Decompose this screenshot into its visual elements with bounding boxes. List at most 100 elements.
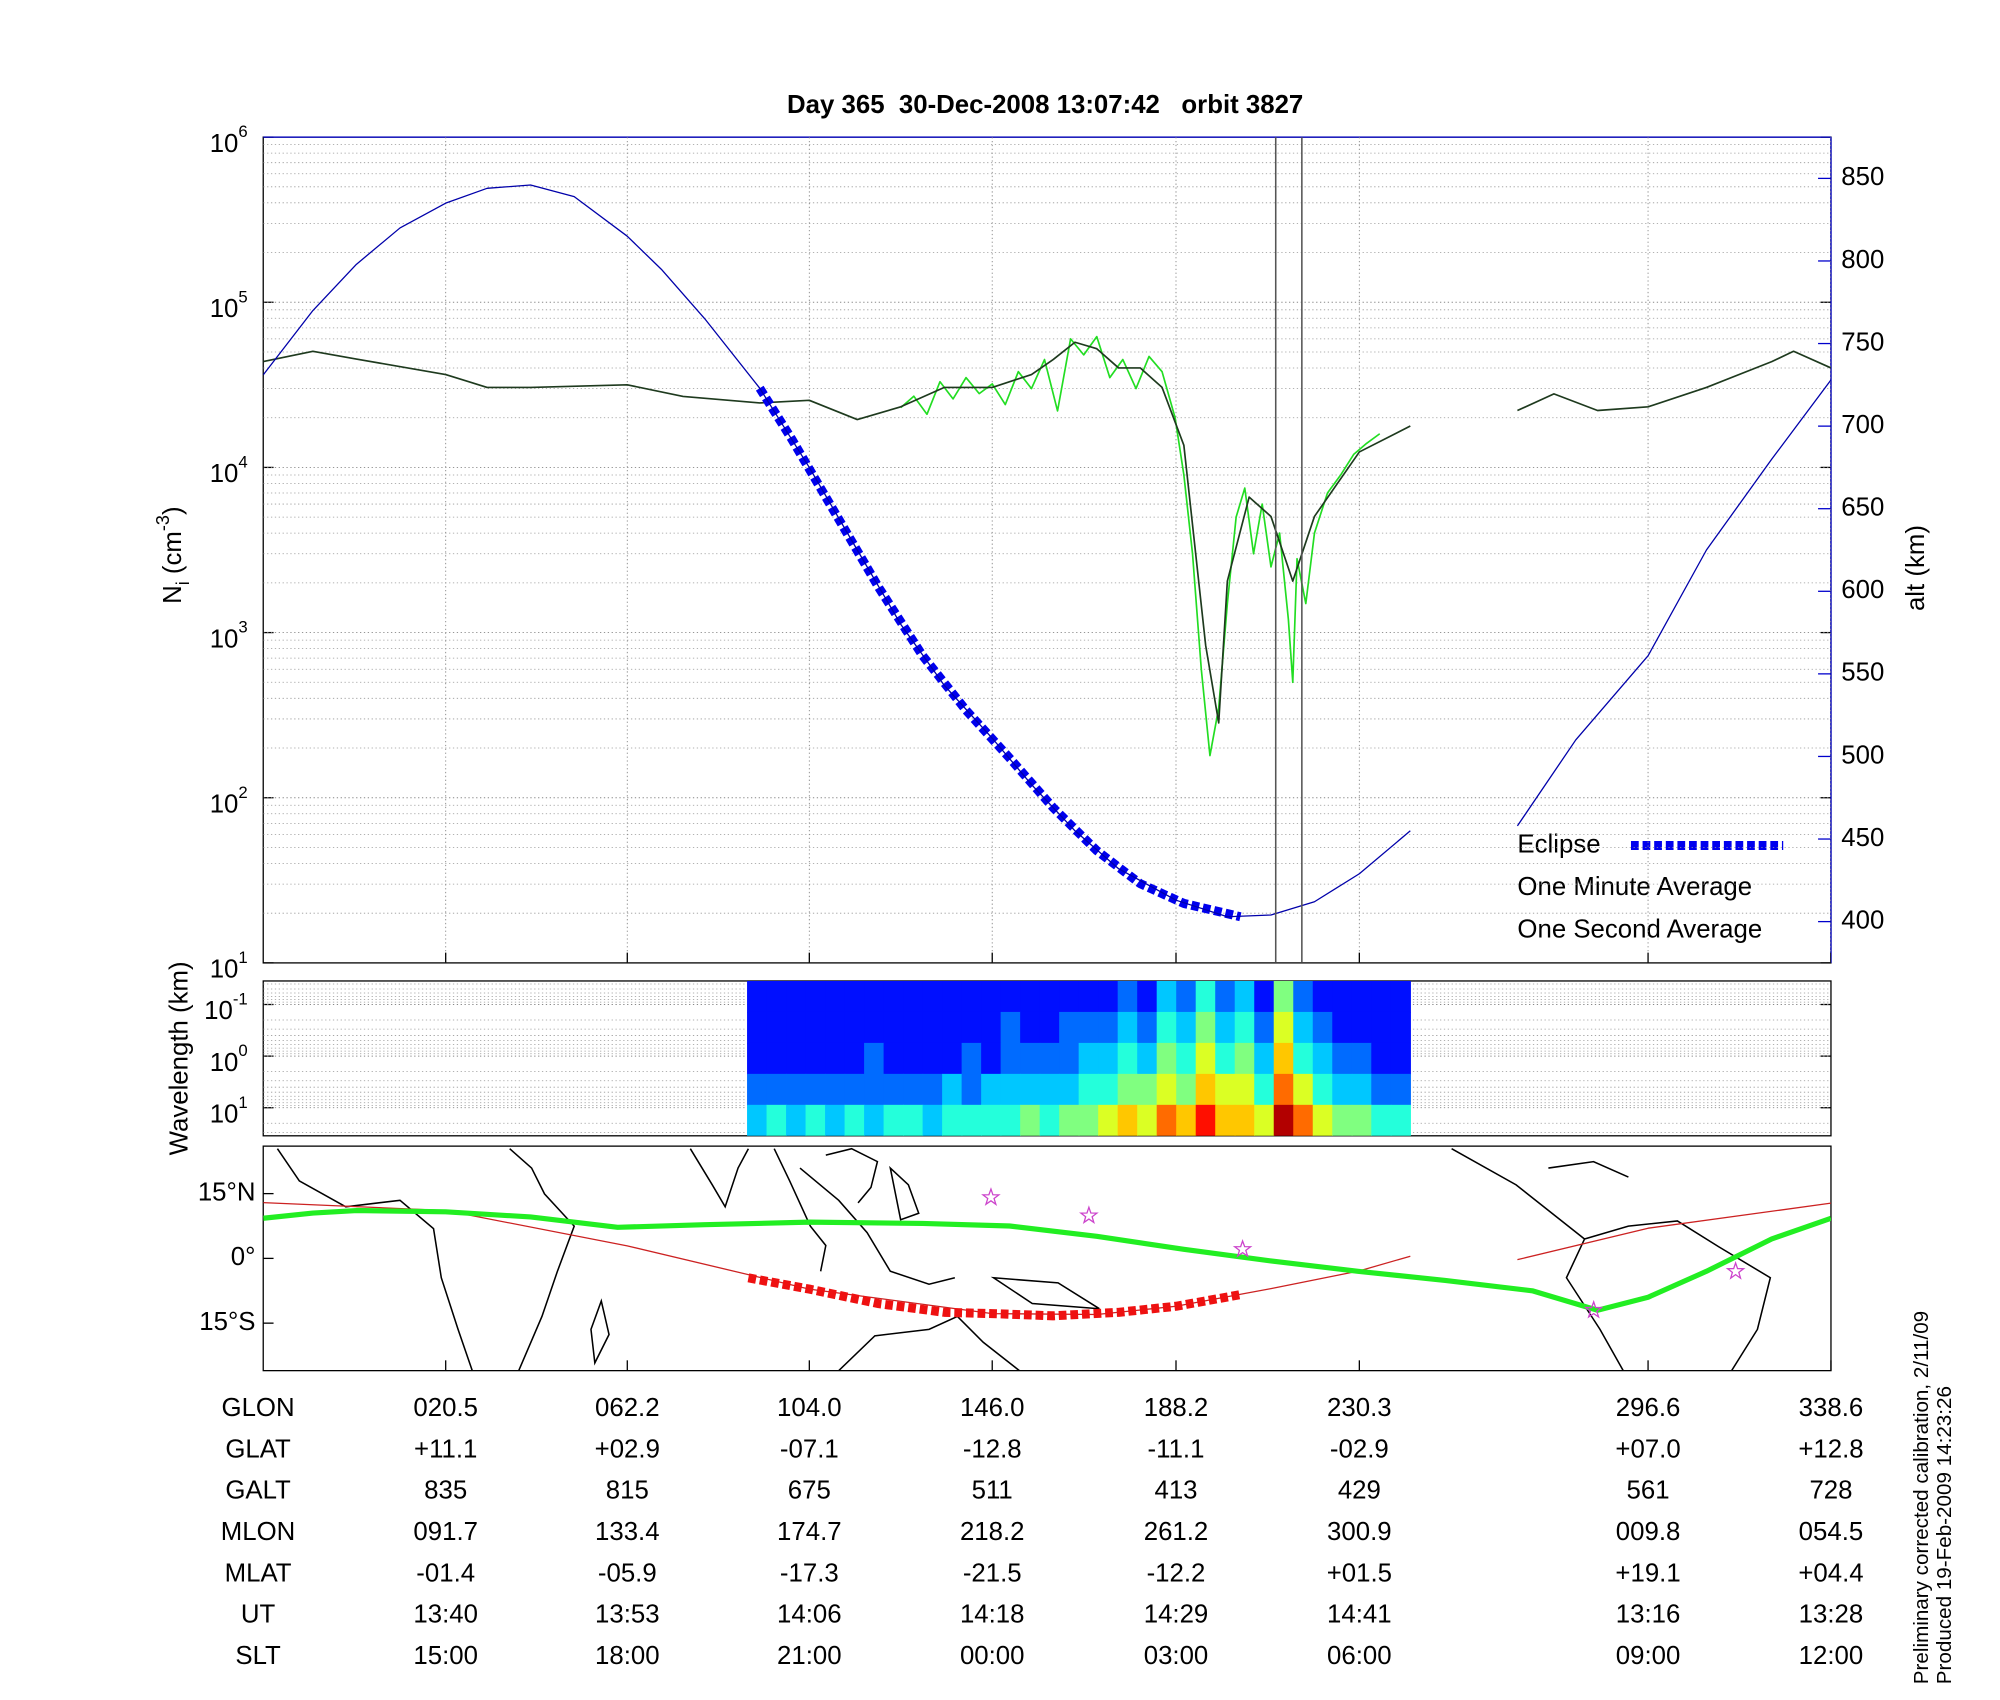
- heatmap-cell: [1234, 1073, 1255, 1106]
- table-cell: 13:28: [1799, 1601, 1864, 1629]
- series-line: [263, 341, 1831, 724]
- heatmap-cell: [1234, 1042, 1255, 1075]
- heatmap-cell: [1234, 1104, 1255, 1136]
- table-cell: 21:00: [777, 1642, 842, 1670]
- heatmap-cell: [844, 1104, 865, 1136]
- coast-madagascar: [590, 1298, 610, 1366]
- coast-philippines: [889, 1165, 920, 1221]
- heatmap-cell: [883, 1104, 904, 1136]
- heatmap-cell: [1312, 980, 1333, 1013]
- table-cell: 104.0: [777, 1394, 842, 1422]
- heatmap-cell: [1254, 1011, 1275, 1044]
- heatmap-cell: [1351, 980, 1372, 1013]
- heatmap-cell: [1293, 1073, 1314, 1106]
- table-cell: 12:00: [1799, 1642, 1864, 1670]
- heatmap-cell: [825, 1011, 846, 1044]
- heatmap-cell: [961, 1042, 982, 1075]
- y-axis-label: Ni (cm-3): [153, 506, 193, 603]
- main-plot: [263, 137, 1831, 963]
- heatmap-cell: [942, 1042, 963, 1075]
- heatmap-cell: [1137, 980, 1158, 1013]
- heatmap-cell: [1254, 1073, 1275, 1106]
- table-cell: +07.0: [1615, 1435, 1680, 1463]
- heatmap-cell: [766, 1104, 787, 1136]
- heatmap-cell: [1332, 1042, 1353, 1075]
- heatmap-cell: [961, 1011, 982, 1044]
- heatmap-cell: [883, 1042, 904, 1075]
- heatmap-cell: [1039, 1073, 1060, 1106]
- heatmap-cell: [1117, 980, 1138, 1013]
- y-tick-label: 102: [210, 783, 248, 818]
- heatmap-cell: [1156, 1042, 1177, 1075]
- table-cell: 230.3: [1327, 1394, 1392, 1422]
- table-cell: 054.5: [1799, 1518, 1864, 1546]
- y2-tick-label: 650: [1841, 494, 1884, 522]
- row-label: GLAT: [225, 1435, 291, 1463]
- heatmap-cell: [1156, 1073, 1177, 1106]
- map-plot: [263, 1187, 1831, 1321]
- heatmap-cell: [1117, 1011, 1138, 1044]
- station-star: [981, 1187, 1001, 1206]
- y-axis-label-part: -3: [153, 515, 173, 531]
- coastlines: [276, 1147, 1772, 1371]
- y-tick-label: 0°: [231, 1243, 256, 1271]
- y-tick-exponent: 5: [238, 288, 247, 307]
- heatmap-cell: [1176, 980, 1197, 1013]
- table-cell: 009.8: [1616, 1518, 1681, 1546]
- heatmap-cell: [1020, 1011, 1041, 1044]
- heatmap-cell: [1371, 1011, 1392, 1044]
- heatmap-cell: [1000, 1042, 1021, 1075]
- y-tick-exponent: -1: [233, 990, 248, 1009]
- series-line: [900, 335, 1381, 757]
- track-line: [263, 1202, 1831, 1316]
- heatmap-cell: [1098, 1042, 1119, 1075]
- spectrogram-plot: [263, 980, 1831, 1136]
- table-cell: 13:16: [1616, 1601, 1681, 1629]
- heatmap-cell: [805, 1104, 826, 1136]
- table-cell: -07.1: [780, 1435, 839, 1463]
- table-cell: 218.2: [960, 1518, 1025, 1546]
- heatmap-cell: [981, 1042, 1002, 1075]
- heatmap-cell: [1215, 1042, 1236, 1075]
- table-cell: 14:29: [1144, 1601, 1209, 1629]
- heatmap-cell: [1137, 1042, 1158, 1075]
- table-cell: 091.7: [413, 1518, 478, 1546]
- heatmap-cell: [1390, 1104, 1411, 1136]
- heatmap-cell: [961, 1104, 982, 1136]
- heatmap-cell: [825, 1042, 846, 1075]
- y2-tick-label: 450: [1841, 824, 1884, 852]
- heatmap-cell: [1293, 1042, 1314, 1075]
- heatmap-cell: [1137, 1104, 1158, 1136]
- heatmap-cell: [1117, 1073, 1138, 1106]
- heatmap-cell: [981, 1104, 1002, 1136]
- heatmap-cell: [1039, 1104, 1060, 1136]
- station-star: [1583, 1299, 1604, 1319]
- heatmap-cell: [1273, 1104, 1294, 1136]
- track-line: [747, 1273, 1242, 1321]
- series-line: [755, 385, 1242, 922]
- table-cell: -17.3: [780, 1559, 839, 1587]
- table-cell: 835: [424, 1477, 467, 1505]
- heatmap-cell: [844, 1042, 865, 1075]
- legend-label: One Second Average: [1517, 915, 1762, 943]
- y-tick-base: 10: [210, 1049, 239, 1077]
- table-cell: 338.6: [1799, 1394, 1864, 1422]
- y-axis-label-part: (cm: [159, 531, 187, 581]
- table-cell: 675: [788, 1477, 831, 1505]
- heatmap-cell: [1371, 1104, 1392, 1136]
- heatmap-cell: [1078, 980, 1099, 1013]
- station-star: [1079, 1205, 1099, 1224]
- y-tick-base: 10: [210, 625, 239, 653]
- y-tick-label: 15°S: [199, 1308, 255, 1336]
- heatmap-cell: [1215, 1011, 1236, 1044]
- heatmap-cell: [1098, 980, 1119, 1013]
- y-tick-base: 10: [210, 130, 239, 158]
- heatmap-cell: [1020, 980, 1041, 1013]
- y-tick-exponent: 1: [238, 1093, 247, 1112]
- heatmap-cell: [1312, 1011, 1333, 1044]
- heatmap-cell: [1351, 1073, 1372, 1106]
- heatmap-cell: [903, 1042, 924, 1075]
- heatmap-cell: [1020, 1042, 1041, 1075]
- heatmap-cell: [805, 1042, 826, 1075]
- heatmap-cell: [1390, 1073, 1411, 1106]
